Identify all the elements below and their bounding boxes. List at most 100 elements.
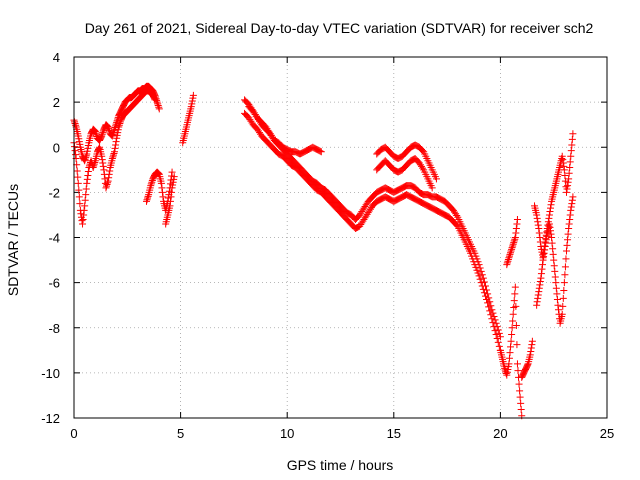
data-point [112,141,120,149]
data-point [80,206,88,214]
data-point [536,234,544,241]
data-point [553,290,561,298]
data-point [512,302,520,310]
y-tick-label: -4 [48,231,60,246]
data-point [560,279,568,287]
data-point [566,164,574,172]
data-point [84,168,92,176]
data-point [541,243,549,251]
data-point [528,341,536,349]
data-point [484,299,492,307]
x-tick-label: 20 [493,426,507,441]
y-tick-label: -12 [41,411,60,426]
data-point [509,317,517,325]
data-point [513,341,521,349]
data-point [506,349,514,357]
data-point [567,206,575,214]
data-point [558,310,566,318]
data-point [564,230,572,238]
data-point [554,301,562,309]
data-point [515,380,523,388]
data-point [419,164,427,172]
data-point [108,132,116,140]
data-point [560,287,568,295]
x-tick-label: 5 [177,426,184,441]
data-point [505,254,513,262]
data-point [487,311,495,319]
data-point [105,125,113,133]
y-tick-label: -6 [48,276,60,291]
data-point [501,364,509,372]
data-point [108,155,116,163]
data-point [562,255,570,263]
data-point [496,333,504,341]
data-point [565,224,573,232]
data-point [98,132,106,140]
data-point [536,277,544,285]
data-point [155,105,163,113]
data-point [98,130,106,138]
data-point [564,236,572,244]
data-point [507,343,515,351]
plot-frame [73,56,608,419]
data-point [150,95,158,103]
data-point [90,162,98,170]
data-point [488,315,496,323]
data-point [508,245,516,253]
data-point [91,158,99,166]
data-point [504,257,512,265]
data-point [554,306,562,314]
data-point [75,186,83,194]
data-point [475,272,483,280]
data-point [168,188,176,196]
data-point [536,281,544,289]
data-point [73,167,81,175]
data-point [543,232,551,240]
data-point [542,239,550,247]
data-point [92,131,100,139]
data-point [503,259,511,267]
data-point [109,130,117,138]
data-point [568,141,576,149]
data-point [567,147,575,155]
series-track-g [241,109,504,354]
data-point [547,201,555,209]
data-point [81,202,89,210]
data-point [559,156,567,164]
data-point [432,175,440,183]
data-point [516,387,524,395]
data-point [106,167,114,175]
data-point [90,160,98,168]
data-point [170,173,178,181]
data-point [81,155,89,163]
data-point [535,229,543,237]
data-point [547,227,555,235]
data-point [494,338,502,346]
data-point [569,130,577,138]
data-point [545,211,553,219]
data-point [167,193,175,201]
data-point [524,361,532,369]
data-point [568,200,576,208]
data-point [98,152,106,160]
data-point [552,284,560,292]
data-point [493,334,501,342]
data-point [566,158,574,166]
data-point [115,123,123,131]
data-point [79,220,87,228]
data-point [506,250,514,258]
data-point [151,96,159,104]
data-point [477,279,485,287]
data-point [491,327,499,335]
data-point [111,148,119,156]
data-point [512,229,520,237]
data-point [99,159,107,167]
data-point [534,221,542,229]
data-point [110,127,118,135]
data-point [546,223,554,231]
data-point [511,235,519,243]
data-point [545,220,553,228]
data-point [110,149,118,157]
data-point [143,196,151,204]
